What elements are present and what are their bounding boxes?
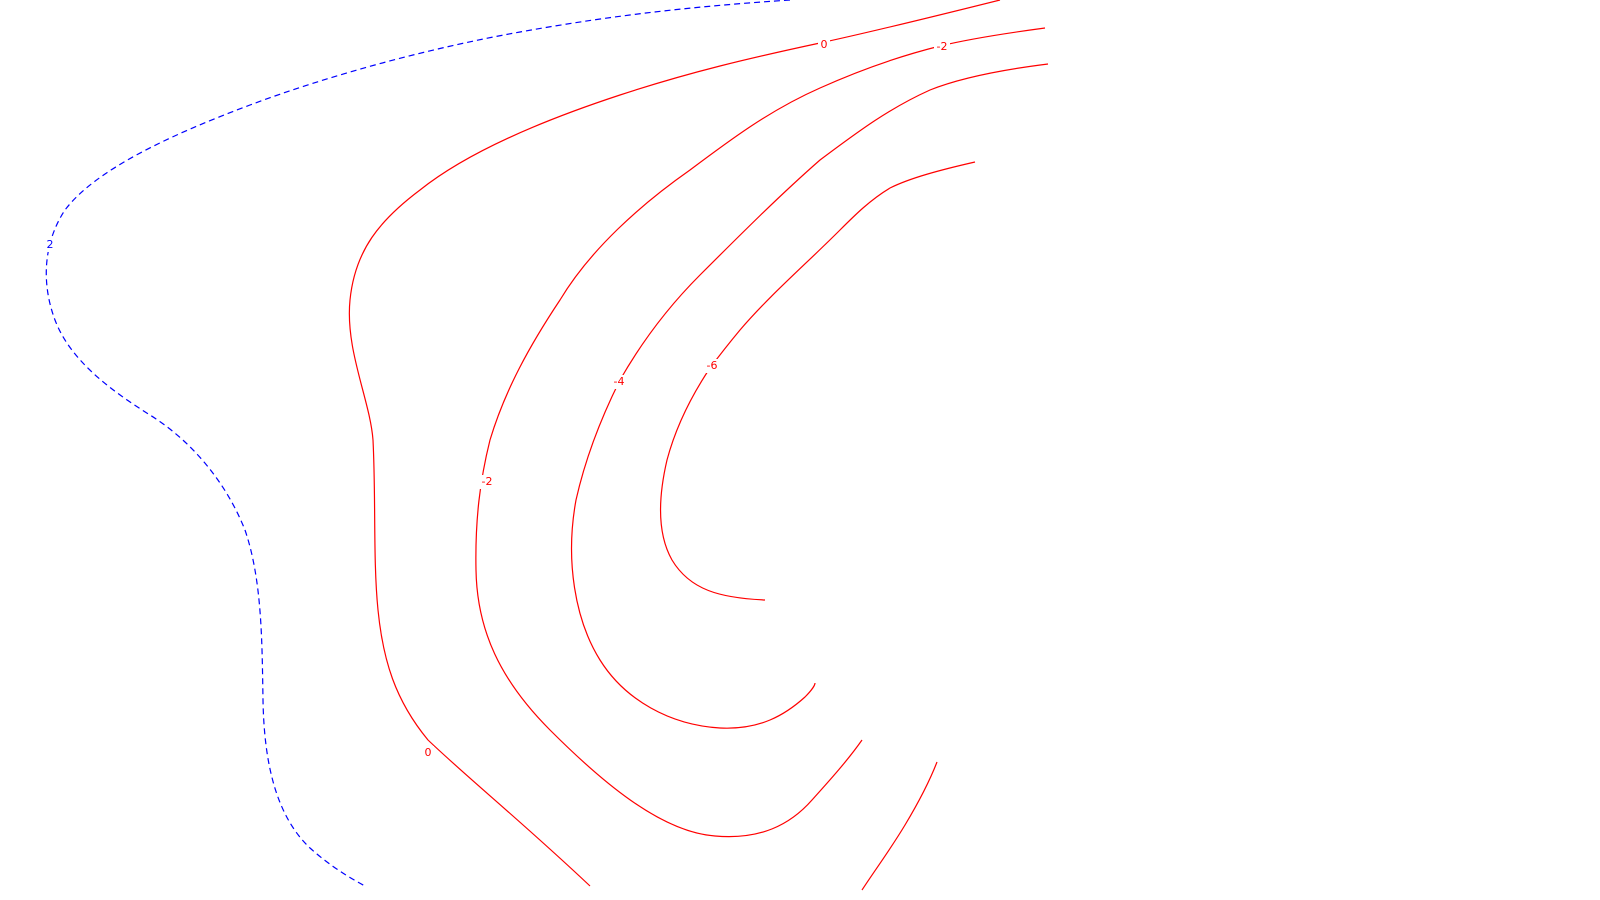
svg-text:2: 2 xyxy=(47,238,54,251)
contour-line-minus-6 xyxy=(659,161,976,601)
contour-label-minus-2-left: -2 xyxy=(479,475,495,489)
svg-text:0: 0 xyxy=(821,38,828,51)
contour-line-minus-6-lower xyxy=(861,761,938,891)
contour-label-minus-2-top: -2 xyxy=(934,40,950,54)
contour-labels: 2 0 0 -2 -2 -4 -6 xyxy=(44,38,950,760)
svg-text:-4: -4 xyxy=(614,375,625,388)
contour-line-minus-4 xyxy=(571,63,1049,729)
contour-label-minus-6: -6 xyxy=(704,359,720,373)
contour-label-minus-4: -4 xyxy=(611,375,627,389)
contour-line-minus-2-upper xyxy=(475,27,1046,838)
svg-text:-2: -2 xyxy=(937,40,948,53)
contour-label-0-bottom: 0 xyxy=(422,746,434,760)
svg-text:-6: -6 xyxy=(707,359,718,372)
svg-text:-2: -2 xyxy=(482,475,493,488)
contour-label-0-top: 0 xyxy=(818,38,830,52)
contour-line-2 xyxy=(45,0,791,887)
contour-label-2: 2 xyxy=(44,238,56,252)
svg-text:0: 0 xyxy=(425,746,432,759)
contour-line-0 xyxy=(348,0,1001,887)
